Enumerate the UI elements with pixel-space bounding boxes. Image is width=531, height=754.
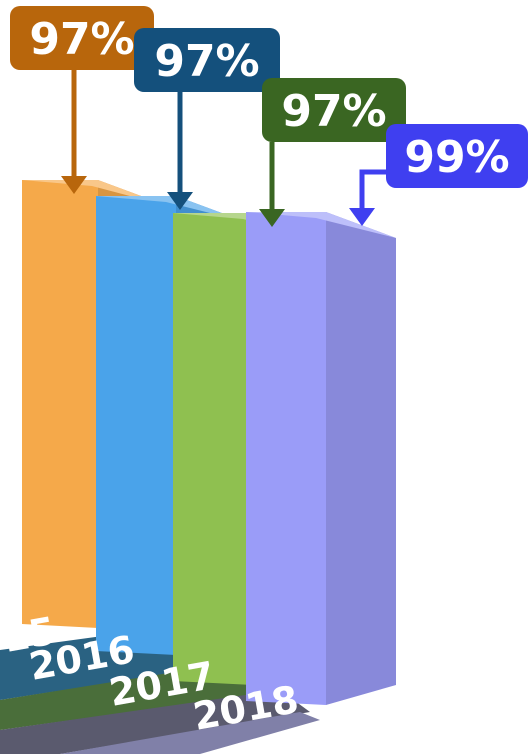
arrow-2018 (349, 169, 390, 226)
callout-2016: 97% (134, 28, 280, 92)
bar-top-2018 (246, 212, 396, 238)
bar-front-2016 (96, 196, 176, 655)
callout-box-2017 (262, 78, 406, 142)
bar-front-2015 (22, 180, 98, 628)
callout-box-2015 (10, 6, 154, 70)
callout-2017: 97% (262, 78, 406, 142)
data-label-2017: 97% (281, 86, 386, 137)
bar-top-2016 (96, 196, 246, 222)
floor-strip-2018 (60, 712, 320, 754)
bar-2018 (246, 212, 396, 705)
bar-side-2018 (326, 212, 396, 705)
floor-strip-2017 (0, 690, 310, 754)
arrow-head-2017 (259, 209, 285, 227)
bar-front-2017 (173, 213, 253, 685)
arrow-2016 (167, 92, 193, 210)
data-label-2016: 97% (154, 36, 259, 87)
arrow-2015 (61, 70, 87, 194)
bars (22, 180, 396, 705)
callout-box-2018 (386, 124, 528, 188)
bar-top-2015 (22, 180, 168, 206)
bar-front-2018 (246, 212, 326, 705)
callout-2018: 99% (386, 124, 528, 188)
arrow-line-2018 (359, 169, 390, 212)
callout-arrows (61, 70, 390, 227)
callout-box-2016 (134, 28, 280, 92)
arrow-2017 (259, 142, 285, 227)
data-label-2018: 99% (404, 132, 509, 183)
arrow-head-2018 (349, 208, 375, 226)
data-label-2015: 97% (29, 14, 134, 65)
data-labels: 97% 97% 97% 99% (10, 6, 528, 188)
arrow-head-2015 (61, 176, 87, 194)
arrow-head-2016 (167, 192, 193, 210)
callout-2015: 97% (10, 6, 154, 70)
